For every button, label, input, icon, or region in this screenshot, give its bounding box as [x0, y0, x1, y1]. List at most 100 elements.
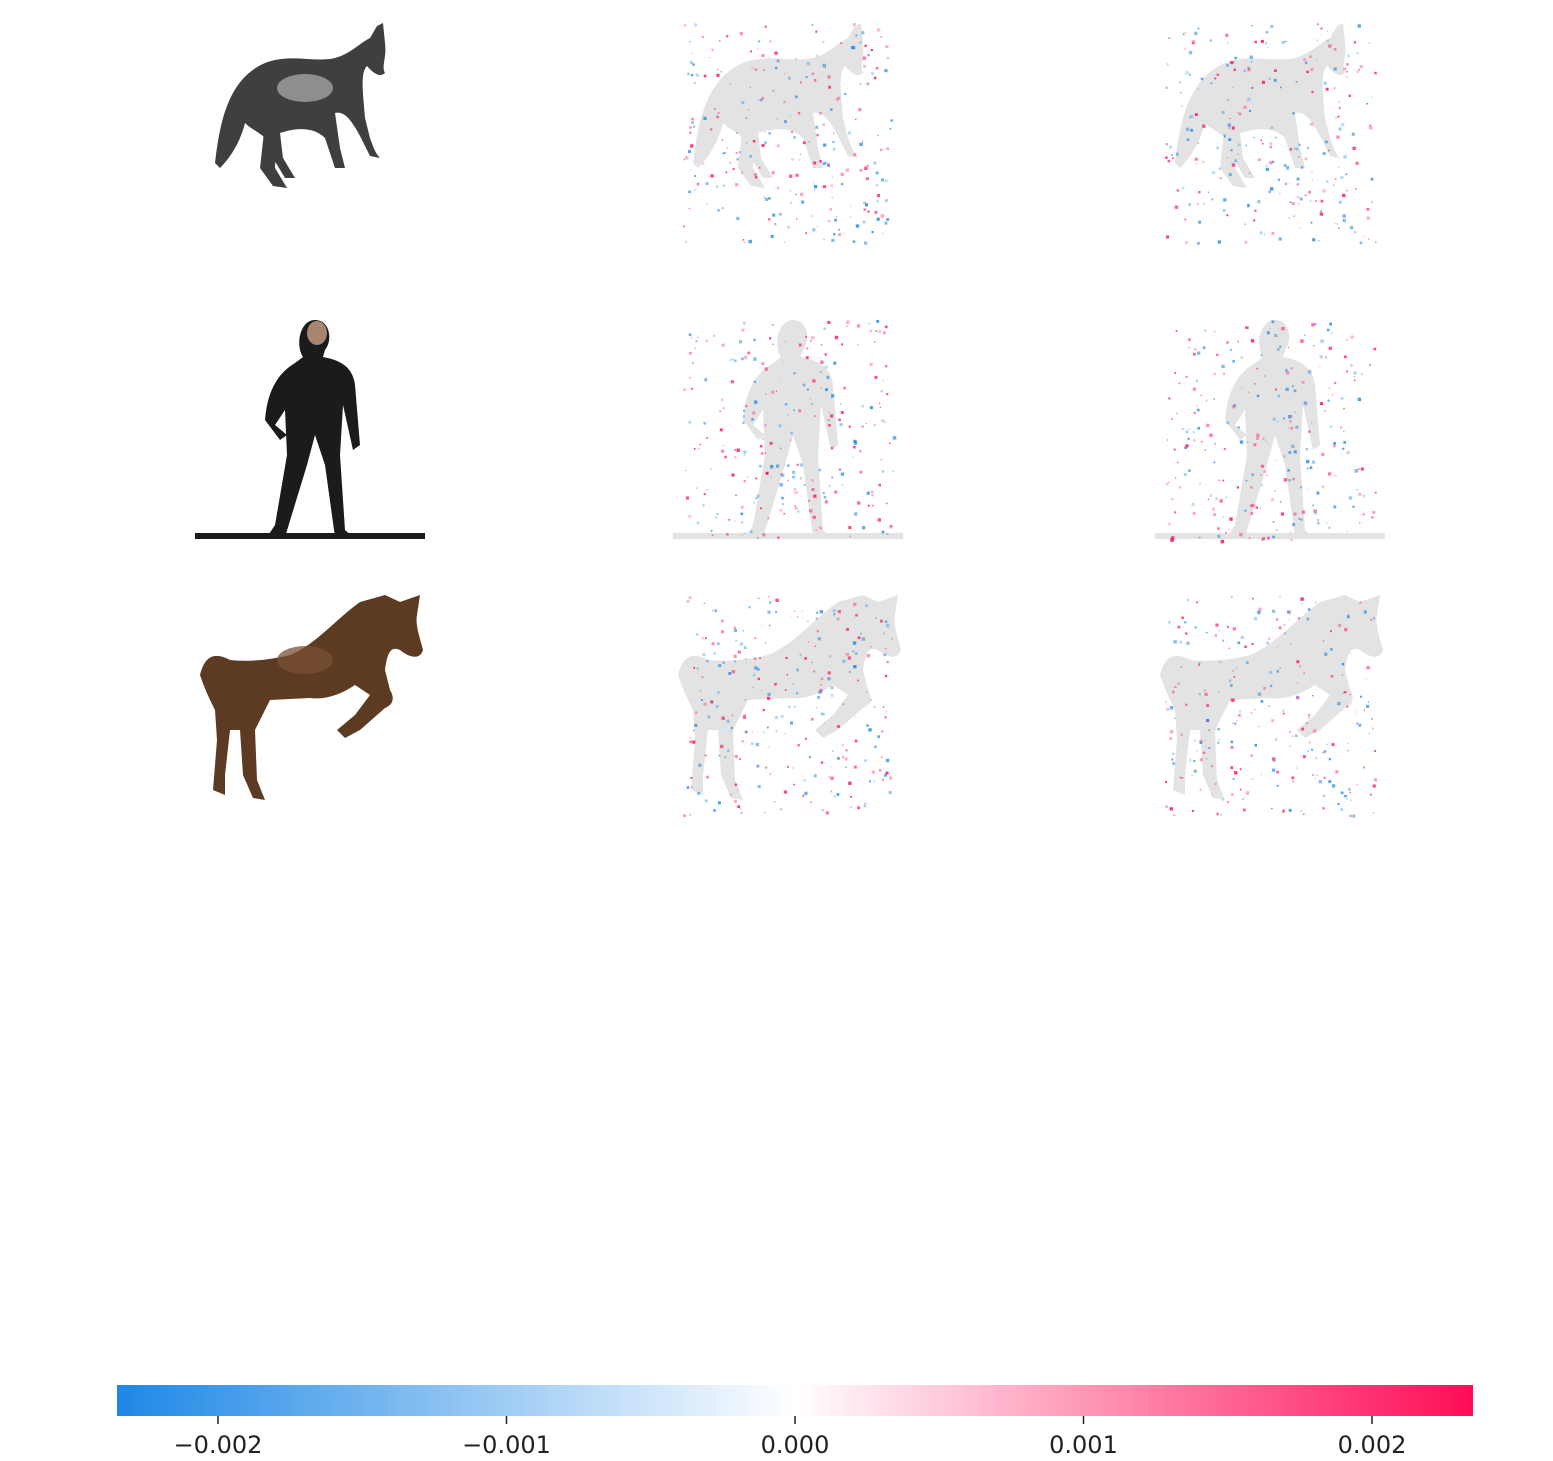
positive-attribution-pixel — [845, 652, 850, 657]
positive-attribution-pixel — [865, 177, 869, 181]
positive-attribution-pixel — [729, 793, 732, 796]
positive-attribution-pixel — [1214, 77, 1217, 80]
positive-attribution-pixel — [1274, 69, 1277, 72]
positive-attribution-pixel — [797, 111, 801, 115]
negative-attribution-pixel — [860, 632, 862, 635]
negative-attribution-pixel — [1196, 408, 1200, 412]
negative-attribution-pixel — [774, 223, 777, 226]
positive-attribution-pixel — [759, 366, 761, 368]
negative-attribution-pixel — [1247, 793, 1249, 795]
positive-attribution-pixel — [703, 74, 707, 78]
positive-attribution-pixel — [724, 455, 727, 459]
positive-attribution-pixel — [1165, 780, 1168, 783]
positive-attribution-pixel — [1296, 696, 1300, 700]
positive-attribution-pixel — [787, 479, 789, 482]
negative-attribution-pixel — [825, 388, 828, 392]
negative-attribution-pixel — [1274, 136, 1277, 139]
positive-attribution-pixel — [1278, 626, 1282, 630]
negative-attribution-pixel — [1337, 802, 1340, 805]
positive-attribution-pixel — [1345, 189, 1348, 192]
positive-attribution-pixel — [1319, 212, 1323, 216]
positive-attribution-pixel — [683, 24, 686, 27]
positive-attribution-pixel — [1320, 27, 1323, 30]
positive-attribution-pixel — [1346, 370, 1349, 373]
positive-attribution-pixel — [761, 96, 765, 100]
negative-attribution-pixel — [1351, 132, 1355, 136]
positive-attribution-pixel — [800, 81, 802, 84]
negative-attribution-pixel — [1279, 345, 1282, 348]
negative-attribution-pixel — [707, 715, 711, 719]
negative-attribution-pixel — [1249, 55, 1253, 59]
negative-attribution-pixel — [1234, 56, 1237, 60]
negative-attribution-pixel — [1342, 447, 1345, 450]
negative-attribution-pixel — [1356, 52, 1359, 55]
negative-attribution-pixel — [832, 140, 835, 143]
positive-attribution-pixel — [771, 390, 775, 394]
positive-attribution-pixel — [840, 172, 844, 176]
positive-attribution-pixel — [834, 335, 839, 340]
negative-attribution-pixel — [759, 98, 763, 102]
positive-attribution-pixel — [769, 773, 772, 775]
positive-attribution-pixel — [1211, 793, 1213, 796]
positive-attribution-pixel — [871, 770, 875, 774]
negative-attribution-pixel — [1171, 154, 1173, 156]
negative-attribution-pixel — [1249, 109, 1252, 112]
positive-attribution-pixel — [1170, 538, 1174, 542]
negative-attribution-pixel — [1206, 718, 1210, 722]
negative-attribution-pixel — [1232, 670, 1234, 672]
negative-attribution-pixel — [1290, 643, 1292, 645]
negative-attribution-pixel — [1188, 469, 1191, 472]
negative-attribution-pixel — [692, 63, 695, 66]
positive-attribution-pixel — [827, 75, 831, 79]
positive-attribution-pixel — [1370, 618, 1373, 621]
negative-attribution-pixel — [1223, 198, 1227, 202]
positive-attribution-pixel — [1331, 743, 1335, 746]
positive-attribution-pixel — [1344, 627, 1348, 632]
positive-attribution-pixel — [1206, 423, 1210, 428]
negative-attribution-pixel — [1275, 738, 1278, 741]
negative-attribution-pixel — [1275, 460, 1278, 462]
negative-attribution-pixel — [1253, 616, 1258, 621]
negative-attribution-pixel — [1187, 599, 1189, 601]
negative-attribution-pixel — [693, 125, 696, 128]
negative-attribution-pixel — [886, 502, 888, 505]
positive-attribution-pixel — [815, 529, 817, 531]
positive-attribution-pixel — [1216, 812, 1219, 816]
positive-attribution-pixel — [1205, 703, 1209, 707]
negative-attribution-pixel — [743, 450, 747, 454]
negative-attribution-pixel — [784, 403, 788, 406]
positive-attribution-pixel — [1323, 776, 1326, 779]
positive-attribution-pixel — [833, 132, 835, 134]
positive-attribution-pixel — [1333, 48, 1337, 51]
negative-attribution-pixel — [1188, 203, 1191, 206]
positive-attribution-pixel — [1281, 327, 1285, 331]
positive-attribution-pixel — [1296, 183, 1299, 186]
positive-attribution-pixel — [699, 690, 702, 692]
positive-attribution-pixel — [1358, 492, 1362, 496]
negative-attribution-pixel — [1333, 505, 1337, 509]
negative-attribution-pixel — [1167, 439, 1169, 441]
positive-attribution-pixel — [883, 331, 886, 335]
negative-attribution-pixel — [827, 419, 830, 422]
negative-attribution-pixel — [739, 340, 743, 344]
negative-attribution-pixel — [1226, 64, 1229, 67]
negative-attribution-pixel — [743, 646, 747, 649]
negative-attribution-pixel — [724, 756, 726, 759]
positive-attribution-pixel — [866, 82, 870, 86]
negative-attribution-pixel — [729, 359, 731, 361]
positive-attribution-pixel — [1226, 214, 1229, 217]
positive-attribution-pixel — [775, 390, 778, 392]
positive-attribution-pixel — [1265, 440, 1267, 442]
negative-attribution-pixel — [726, 147, 728, 149]
positive-attribution-pixel — [1340, 426, 1343, 429]
negative-attribution-pixel — [1190, 128, 1194, 132]
positive-attribution-pixel — [1218, 479, 1221, 482]
positive-attribution-pixel — [1244, 645, 1247, 648]
positive-attribution-pixel — [841, 484, 844, 486]
positive-attribution-pixel — [690, 144, 694, 148]
positive-attribution-pixel — [1196, 203, 1199, 206]
negative-attribution-pixel — [834, 218, 837, 222]
positive-attribution-pixel — [1172, 157, 1174, 159]
positive-attribution-pixel — [1245, 326, 1249, 330]
positive-attribution-pixel — [731, 473, 735, 477]
